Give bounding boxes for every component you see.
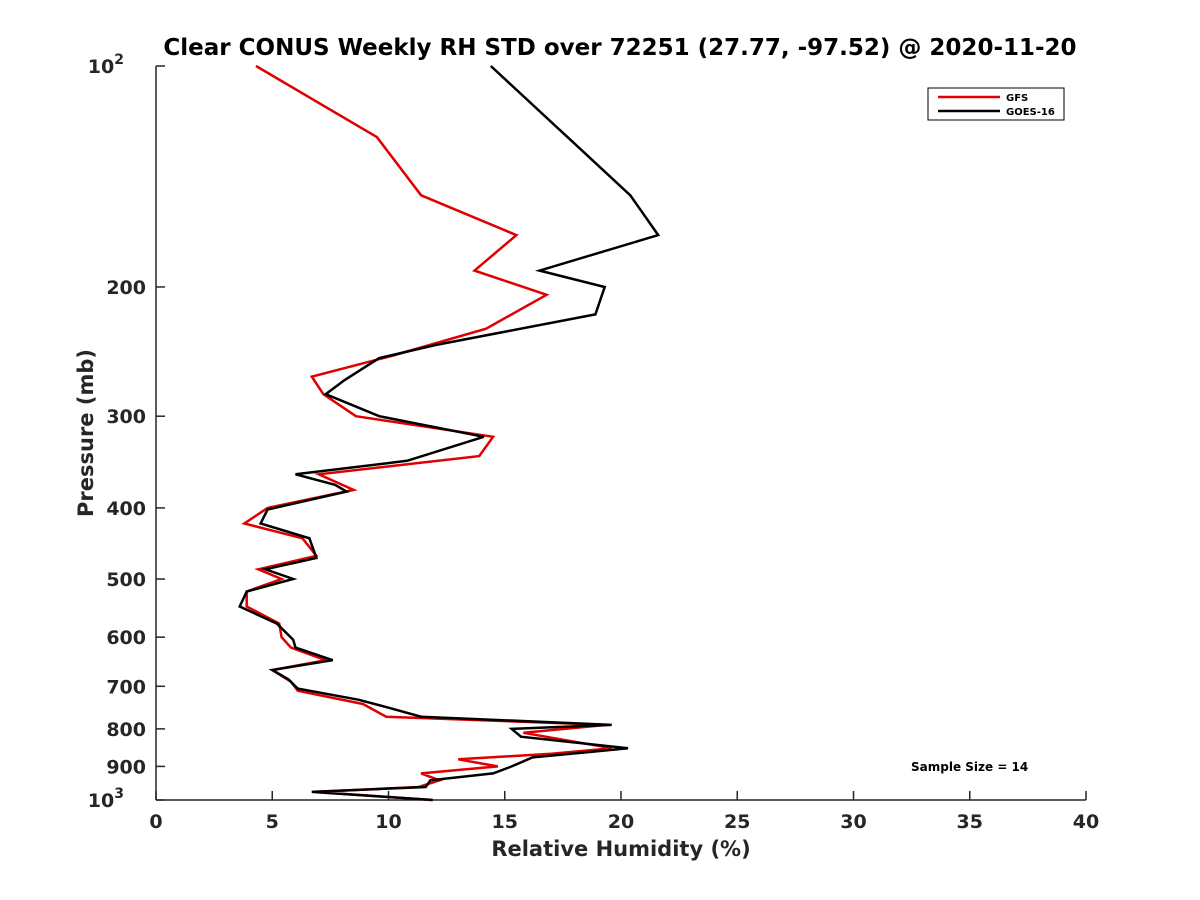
y-tick-label: 600 [106, 627, 146, 649]
legend-label-goes-16: GOES-16 [1006, 107, 1055, 118]
x-tick-label: 15 [492, 811, 518, 833]
x-tick-label: 20 [608, 811, 634, 833]
x-tick-label: 25 [724, 811, 750, 833]
y-axis-title: Pressure (mb) [74, 349, 98, 517]
y-tick-label: 400 [106, 498, 146, 520]
legend: GFS GOES-16 [927, 87, 1065, 121]
x-tick-label: 30 [840, 811, 866, 833]
chart-title: Clear CONUS Weekly RH STD over 72251 (27… [163, 35, 1076, 61]
x-tick-label: 35 [957, 811, 983, 833]
x-tick-label: 0 [149, 811, 162, 833]
series-layer [238, 64, 661, 802]
y-tick-label: 700 [106, 676, 146, 698]
sample-size-annotation: Sample Size = 14 [911, 760, 1028, 774]
y-tick-label: 103 [88, 786, 124, 812]
y-tick-label: 102 [88, 52, 124, 78]
x-tick-label: 5 [266, 811, 279, 833]
y-tick-label-exponent: 2 [114, 52, 124, 68]
legend-box [927, 87, 1065, 121]
y-tick-label: 900 [106, 756, 146, 778]
x-tick-label: 10 [375, 811, 401, 833]
legend-label-gfs: GFS [1006, 93, 1028, 104]
x-tick-label: 40 [1073, 811, 1099, 833]
y-tick-label: 500 [106, 569, 146, 591]
y-tick-label-base: 10 [88, 790, 114, 812]
y-tick-label: 800 [106, 719, 146, 741]
y-tick-label-exponent: 3 [114, 786, 124, 802]
y-tick-label: 200 [106, 277, 146, 299]
x-ticks: 0 5 10 15 20 25 30 35 40 [149, 791, 1099, 833]
series-line-goes-16 [238, 65, 661, 802]
y-tick-label: 300 [106, 406, 146, 428]
y-tick-label-base: 10 [88, 56, 114, 78]
x-axis-title: Relative Humidity (%) [491, 837, 750, 861]
plot-area [155, 66, 1086, 801]
